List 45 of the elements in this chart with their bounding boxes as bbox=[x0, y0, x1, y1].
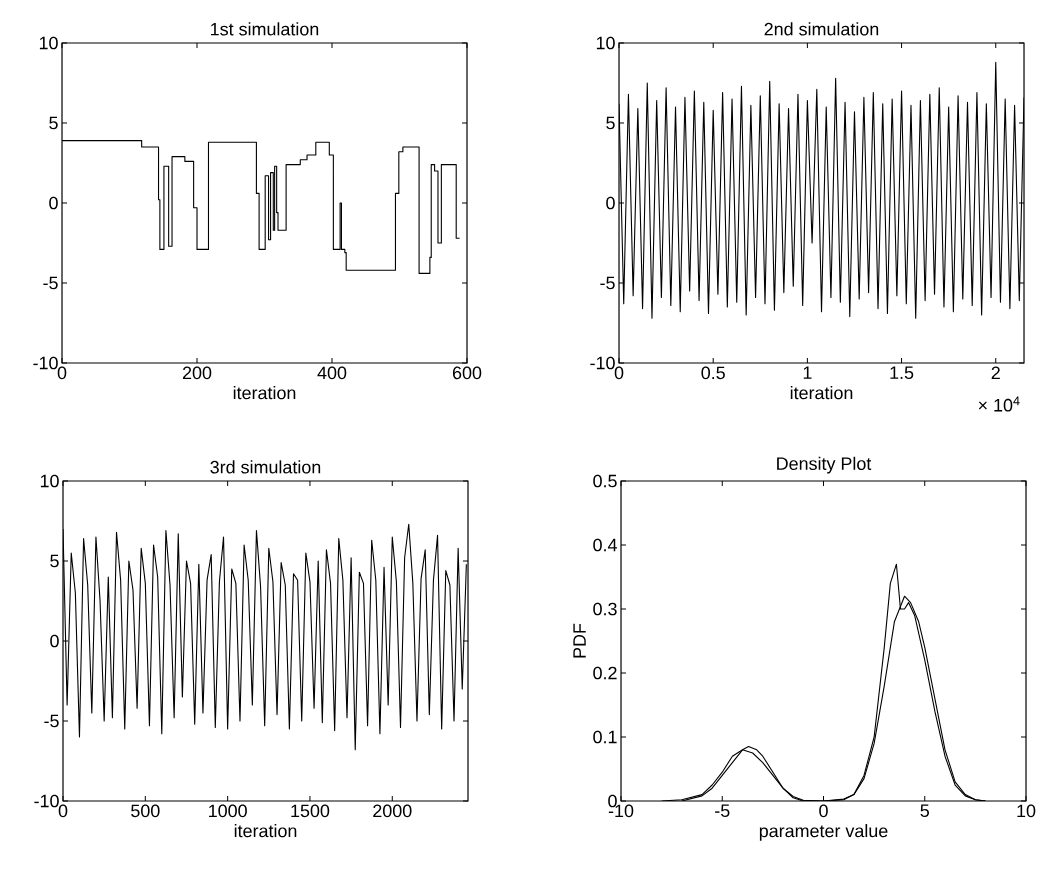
x-tick-label: 0.5 bbox=[701, 366, 725, 380]
x-tick-label: 1000 bbox=[209, 804, 247, 818]
y-tick-label: 0.5 bbox=[593, 474, 617, 488]
y-tick-label: 5 bbox=[49, 116, 58, 130]
x-axis-title: parameter value bbox=[759, 824, 888, 841]
chart-title: 3rd simulation bbox=[210, 460, 321, 474]
x-tick-label: -5 bbox=[715, 804, 730, 818]
y-tick-label: 10 bbox=[40, 474, 59, 488]
x-tick-label: 10 bbox=[1017, 804, 1036, 818]
y-tick-label: -5 bbox=[44, 714, 59, 728]
y-tick-label: 0.4 bbox=[593, 538, 617, 552]
x-tick-label: 600 bbox=[452, 366, 482, 380]
y-tick-label: 5 bbox=[606, 116, 615, 130]
x-tick-label: 200 bbox=[182, 366, 212, 380]
y-tick-label: -5 bbox=[43, 276, 58, 290]
y-tick-label: 0 bbox=[50, 634, 59, 648]
x-tick-label: 1 bbox=[803, 366, 812, 379]
y-tick-label: -10 bbox=[34, 794, 59, 808]
y-tick-label: -10 bbox=[33, 356, 58, 370]
x-tick-label: 400 bbox=[317, 366, 347, 380]
y-tick-label: -10 bbox=[590, 356, 615, 370]
x-axis-title: iteration bbox=[233, 386, 296, 400]
x-tick-label: 2 bbox=[991, 366, 1000, 380]
y-tick-label: 0 bbox=[49, 196, 58, 210]
x-tick-label: 2000 bbox=[373, 804, 412, 818]
y-tick-label: 5 bbox=[50, 554, 59, 568]
chart-title: 1st simulation bbox=[211, 22, 319, 36]
y-tick-label: 10 bbox=[39, 36, 58, 50]
x-axis-title: iteration bbox=[790, 386, 853, 400]
x-tick-label: 1500 bbox=[291, 804, 330, 818]
y-tick-label: 10 bbox=[596, 36, 615, 50]
x-tick-label: 1.5 bbox=[890, 366, 914, 380]
y-tick-label: 0 bbox=[606, 196, 615, 210]
x-tick-label: 500 bbox=[131, 804, 160, 818]
x-axis-title: iteration bbox=[234, 824, 297, 838]
chart-title: Density Plot bbox=[777, 456, 872, 474]
chart-title: 2nd simulation bbox=[764, 22, 879, 36]
y-tick-label: 0.2 bbox=[593, 666, 617, 680]
x-tick-label: 0 bbox=[819, 804, 828, 818]
y-axis-title: PDF bbox=[573, 623, 586, 658]
y-tick-label: -5 bbox=[600, 276, 615, 290]
x-tick-label: 5 bbox=[920, 804, 929, 818]
y-tick-label: 0.3 bbox=[593, 602, 617, 616]
text: × 10$^{4}$ bbox=[978, 396, 1020, 412]
y-tick-label: 0.1 bbox=[593, 730, 617, 744]
